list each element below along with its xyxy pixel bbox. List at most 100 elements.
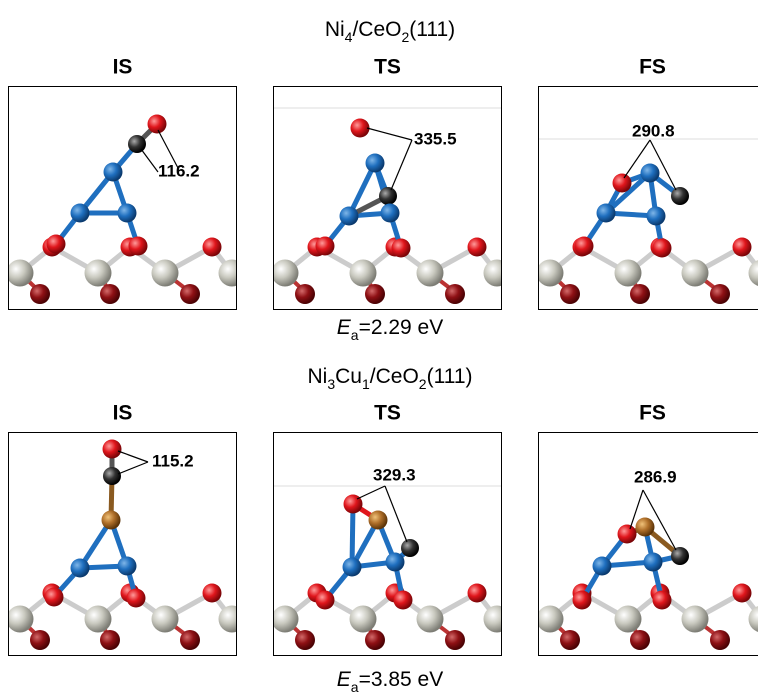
- atom: [417, 260, 444, 287]
- subscript: 2: [419, 376, 427, 392]
- atom: [118, 204, 137, 223]
- subscript: 1: [362, 376, 370, 392]
- atom: [710, 630, 730, 650]
- structure-panel: 286.9: [537, 433, 758, 656]
- atom: [597, 204, 616, 223]
- atom: [103, 467, 121, 485]
- atom: [733, 238, 752, 257]
- atom: [129, 237, 148, 256]
- atom: [484, 606, 511, 633]
- atom: [394, 591, 413, 610]
- atom: [653, 239, 672, 258]
- atom: [103, 440, 122, 459]
- atom: [203, 238, 222, 257]
- activation-energy: Ea=3.85 eV: [337, 668, 443, 693]
- atom: [180, 284, 200, 304]
- atom: [749, 260, 758, 287]
- state-label: IS: [113, 402, 133, 425]
- structure-panel: 116.2: [7, 87, 246, 310]
- structure-panel: 335.5: [272, 87, 511, 310]
- text-part: E: [337, 668, 352, 691]
- atom: [128, 135, 146, 153]
- row-title: Ni4/CeO2(111): [325, 18, 455, 45]
- atom: [618, 525, 637, 544]
- text-part: Ni: [307, 365, 327, 388]
- row-title: Ni3Cu1/CeO2(111): [307, 365, 472, 392]
- atom: [219, 606, 246, 633]
- atom: [445, 630, 465, 650]
- subscript: a: [351, 679, 359, 693]
- atom: [682, 260, 709, 287]
- angle-line: [367, 128, 412, 140]
- angle-line: [118, 451, 148, 462]
- atom: [85, 606, 112, 633]
- atom: [45, 588, 64, 607]
- text-part: E: [337, 316, 352, 339]
- text-part: (111): [409, 18, 455, 41]
- atom: [468, 238, 487, 257]
- subscript: 2: [401, 29, 409, 45]
- state-label: FS: [639, 402, 666, 425]
- atom: [613, 174, 632, 193]
- atom: [484, 260, 511, 287]
- atom: [180, 630, 200, 650]
- text-part: Ni: [325, 18, 345, 41]
- atom: [379, 187, 397, 205]
- atom: [30, 284, 50, 304]
- atom: [316, 591, 335, 610]
- subscript: a: [351, 327, 359, 343]
- angle-value: 286.9: [634, 467, 677, 486]
- structure-panel: 329.3: [272, 433, 511, 656]
- angle-value: 116.2: [158, 161, 200, 180]
- angle-value: 335.5: [414, 129, 457, 148]
- atom: [560, 630, 580, 650]
- atom: [615, 260, 642, 287]
- text-part: =3.85 eV: [359, 668, 444, 691]
- atom: [71, 559, 90, 578]
- structure: [272, 108, 511, 304]
- structure: [272, 486, 511, 650]
- figure: Ni4/CeO2(111)IS116.2TS335.5FS290.8Ea=2.2…: [0, 0, 758, 693]
- text-part: =2.29 eV: [359, 316, 444, 339]
- atom: [644, 553, 663, 572]
- atom: [148, 115, 167, 134]
- state-label: FS: [639, 56, 666, 79]
- atom: [30, 630, 50, 650]
- atom: [152, 606, 179, 633]
- atom: [537, 260, 564, 287]
- atom: [369, 511, 388, 530]
- atom: [71, 204, 90, 223]
- angle-value: 290.8: [632, 121, 675, 140]
- atom: [641, 164, 660, 183]
- atom: [100, 284, 120, 304]
- atom: [468, 584, 487, 603]
- atom: [203, 584, 222, 603]
- atom: [630, 630, 650, 650]
- atom: [365, 630, 385, 650]
- atom: [365, 284, 385, 304]
- atom: [381, 204, 400, 223]
- structure-panel: 115.2: [7, 433, 246, 656]
- atom: [350, 260, 377, 287]
- atom: [100, 630, 120, 650]
- state-label: TS: [374, 402, 401, 425]
- angle-line: [141, 149, 158, 172]
- atom: [350, 606, 377, 633]
- atom: [636, 518, 655, 537]
- angle-line: [385, 486, 407, 542]
- subscript: 3: [327, 376, 335, 392]
- text-part: /CeO: [370, 365, 419, 388]
- atom: [615, 606, 642, 633]
- structure: [537, 139, 758, 304]
- atom: [118, 557, 137, 576]
- atom: [102, 511, 121, 530]
- atom: [127, 589, 146, 608]
- atom: [7, 606, 34, 633]
- atom: [7, 260, 34, 287]
- atom: [104, 163, 123, 182]
- atom: [85, 260, 112, 287]
- angle-value: 115.2: [152, 451, 194, 470]
- atom: [575, 237, 594, 256]
- atom: [343, 558, 362, 577]
- structure: [7, 115, 246, 305]
